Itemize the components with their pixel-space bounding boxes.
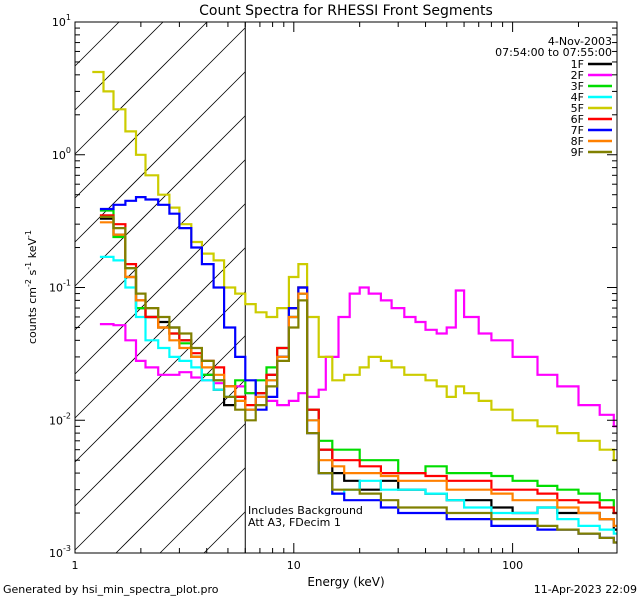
hatch-line bbox=[74, 21, 120, 67]
hatch-line bbox=[74, 21, 208, 155]
hatch-line bbox=[74, 379, 246, 551]
annotation-text: Includes Background bbox=[248, 504, 363, 517]
annotation-text: Att A3, FDecim 1 bbox=[248, 516, 341, 529]
legend-label-5F: 5F bbox=[571, 102, 584, 115]
hatch-line bbox=[74, 247, 246, 419]
y-tick-label: 101 bbox=[52, 13, 71, 29]
chart-title: Count Spectra for RHESSI Front Segments bbox=[199, 3, 493, 19]
hatch-line bbox=[159, 467, 246, 554]
hatch-line bbox=[74, 27, 246, 199]
hatch-line bbox=[74, 291, 246, 463]
hatch-line bbox=[74, 159, 246, 331]
legend-label-7F: 7F bbox=[571, 124, 584, 137]
y-tick-label: 100 bbox=[52, 146, 71, 162]
date-label: 4-Nov-2003 bbox=[548, 35, 612, 48]
x-tick-label: 1 bbox=[72, 559, 79, 572]
y-axis-label: counts cm-2 s-1 keV-1 bbox=[24, 230, 39, 344]
x-tick-label: 100 bbox=[502, 559, 523, 572]
footer-generated-by: Generated by hsi_min_spectra_plot.pro bbox=[3, 583, 219, 596]
legend-label-6F: 6F bbox=[571, 113, 584, 126]
y-tick-label: 10-3 bbox=[49, 544, 71, 560]
x-tick-label: 10 bbox=[287, 559, 301, 572]
x-axis-label: Energy (keV) bbox=[307, 575, 384, 589]
legend-label-8F: 8F bbox=[571, 135, 584, 148]
y-tick-label: 10-2 bbox=[49, 411, 71, 427]
series-line-9F bbox=[99, 215, 617, 544]
legend-label-2F: 2F bbox=[571, 69, 584, 82]
hatch-line bbox=[115, 423, 246, 554]
series-line-3F bbox=[99, 209, 617, 515]
hatch-line bbox=[74, 71, 246, 243]
legend-label-4F: 4F bbox=[571, 91, 584, 104]
hatch-line bbox=[74, 203, 246, 375]
legend-label-1F: 1F bbox=[571, 58, 584, 71]
legend-label-3F: 3F bbox=[571, 80, 584, 93]
hatch-line bbox=[74, 335, 246, 507]
series-line-6F bbox=[99, 214, 617, 515]
y-tick-label: 10-1 bbox=[49, 279, 71, 295]
legend-label-9F: 9F bbox=[571, 146, 584, 159]
time-range-label: 07:54:00 to 07:55:00 bbox=[495, 46, 612, 59]
hatch-line bbox=[203, 511, 246, 554]
hatch-line bbox=[74, 21, 164, 111]
footer-timestamp: 11-Apr-2023 22:09 bbox=[533, 583, 637, 596]
series-line-2F bbox=[99, 286, 617, 428]
series-line-5F bbox=[92, 70, 617, 462]
